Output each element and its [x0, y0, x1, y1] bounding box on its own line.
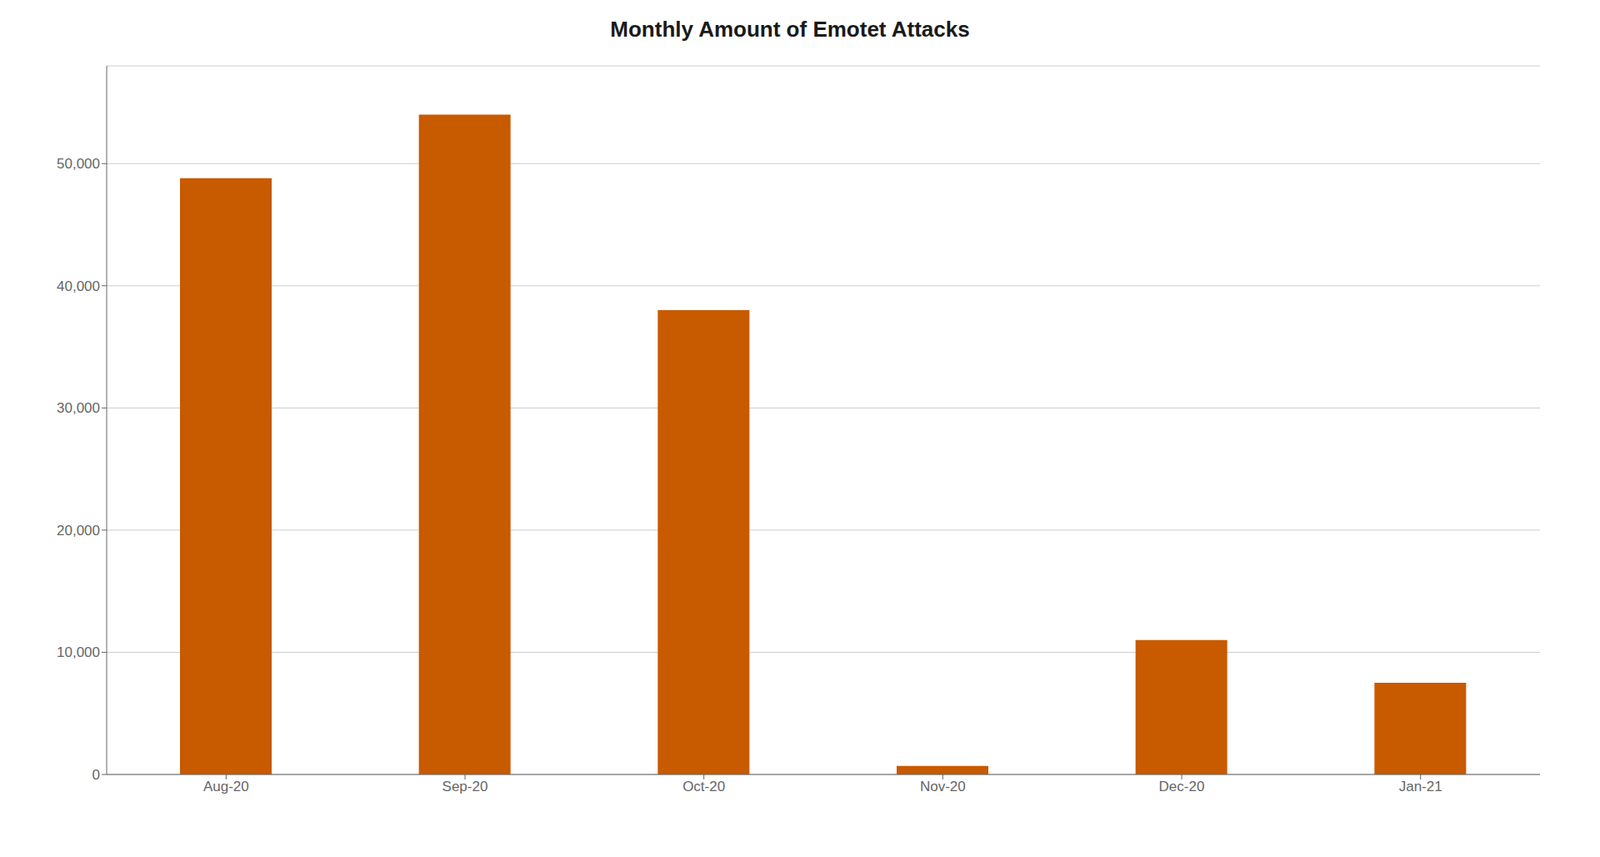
- svg-text:50,000: 50,000: [56, 155, 100, 172]
- svg-text:0: 0: [92, 766, 100, 783]
- svg-text:20,000: 20,000: [56, 522, 100, 539]
- svg-text:Dec-20: Dec-20: [1159, 778, 1205, 795]
- svg-text:Sep-20: Sep-20: [442, 778, 489, 795]
- html-text:Monthly Amount of Emotet Attac: Monthly Amount of Emotet Attacks: [610, 16, 970, 42]
- svg-text:Jan-21: Jan-21: [1399, 778, 1443, 795]
- svg-text:40,000: 40,000: [56, 278, 100, 295]
- svg-text:Aug-20: Aug-20: [203, 778, 250, 795]
- svg-text:Nov-20: Nov-20: [920, 778, 966, 795]
- svg-text:30,000: 30,000: [56, 400, 100, 416]
- svg-text:10,000: 10,000: [56, 644, 100, 660]
- svg-text:Oct-20: Oct-20: [682, 778, 725, 795]
